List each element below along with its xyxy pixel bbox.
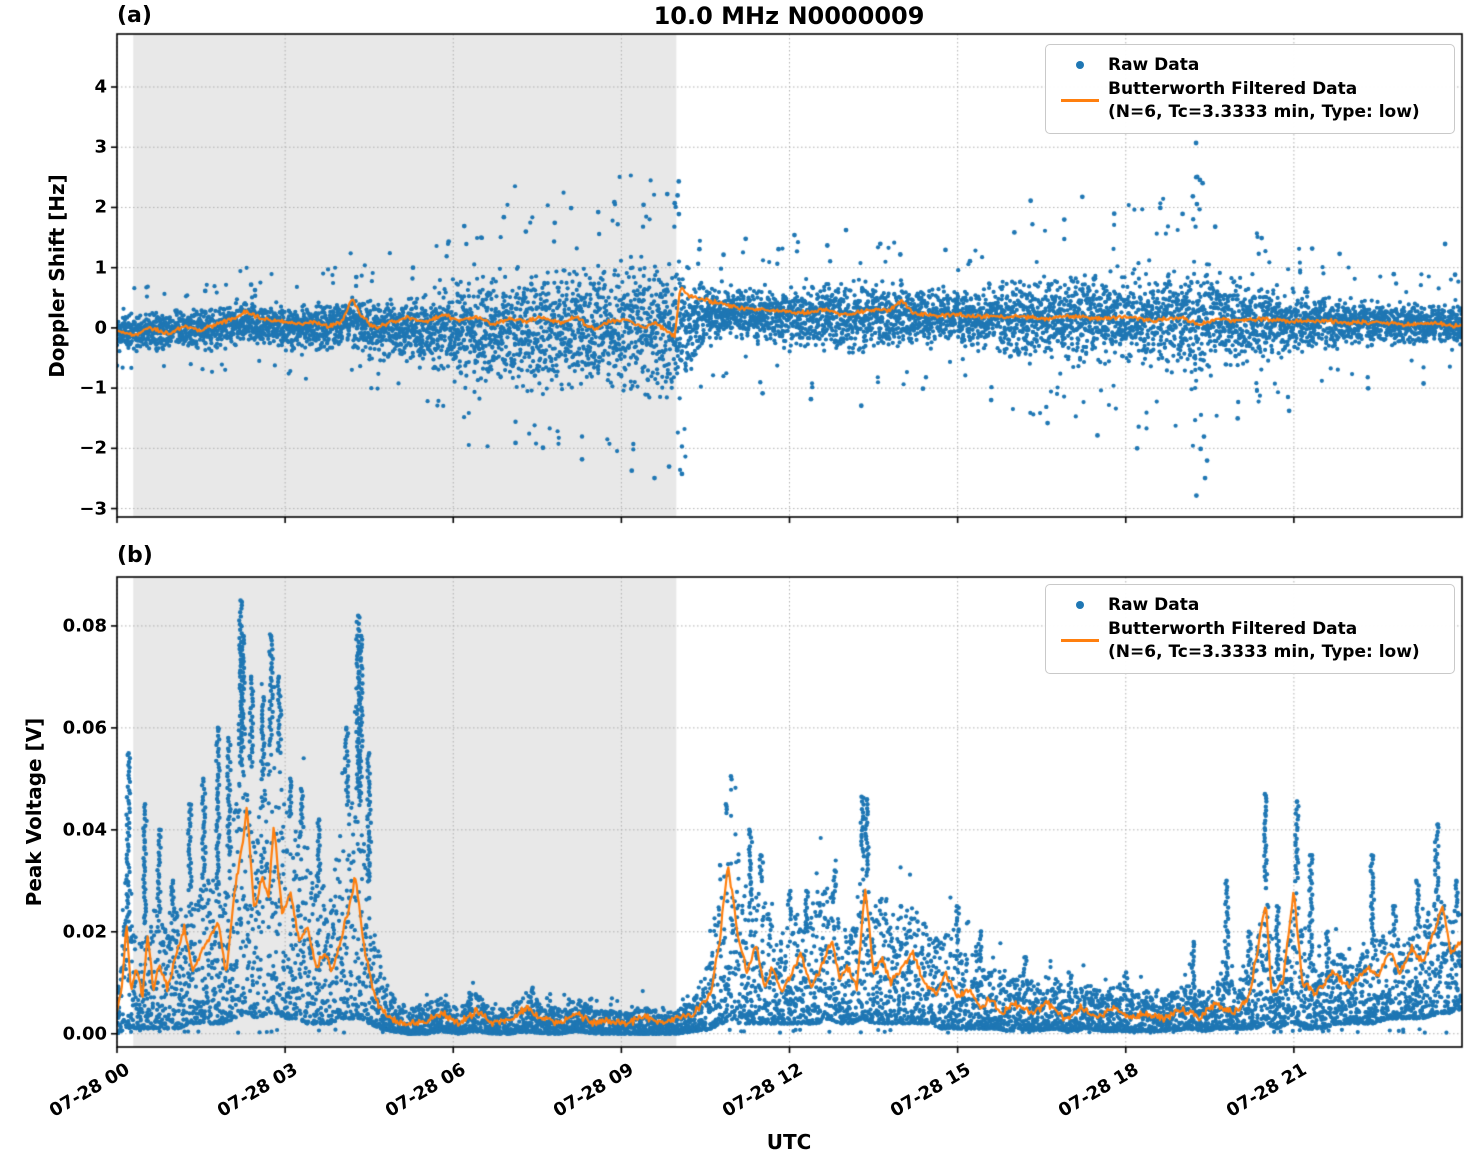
y-tick-label-a: 3 bbox=[94, 136, 107, 158]
legend-entry-filtered: Butterworth Filtered Data (N=6, Tc=3.333… bbox=[1052, 618, 1444, 664]
y-tick-label-b: 0.06 bbox=[62, 717, 107, 739]
y-tick-label-a: −3 bbox=[79, 498, 107, 520]
y-tick-label-b: 0.02 bbox=[62, 921, 107, 943]
legend-filtered-label-line2: (N=6, Tc=3.3333 min, Type: low) bbox=[1108, 101, 1420, 122]
legend-panel-a: Raw Data Butterworth Filtered Data (N=6,… bbox=[1045, 44, 1455, 134]
legend-filtered-label-line1: Butterworth Filtered Data bbox=[1108, 618, 1358, 639]
legend-raw-label: Raw Data bbox=[1108, 595, 1200, 615]
x-axis-label: UTC bbox=[766, 1130, 812, 1154]
raw-data-marker-icon bbox=[1076, 601, 1084, 610]
y-tick-label-b: 0.04 bbox=[62, 819, 107, 841]
y-tick-label-a: −2 bbox=[79, 437, 107, 459]
legend-entry-raw: Raw Data bbox=[1052, 54, 1444, 77]
legend-entry-raw: Raw Data bbox=[1052, 594, 1444, 617]
legend-panel-b: Raw Data Butterworth Filtered Data (N=6,… bbox=[1045, 584, 1455, 674]
y-tick-label-a: 2 bbox=[94, 196, 107, 218]
y-axis-label-a: Doppler Shift [Hz] bbox=[45, 174, 69, 378]
legend-raw-label: Raw Data bbox=[1108, 55, 1200, 75]
legend-filtered-label-line1: Butterworth Filtered Data bbox=[1108, 78, 1358, 99]
filtered-data-marker-icon bbox=[1061, 639, 1099, 643]
chart-title: 10.0 MHz N0000009 bbox=[653, 2, 925, 30]
y-tick-label-a: −1 bbox=[79, 377, 107, 399]
legend-entry-filtered: Butterworth Filtered Data (N=6, Tc=3.333… bbox=[1052, 78, 1444, 124]
legend-filtered-label-line2: (N=6, Tc=3.3333 min, Type: low) bbox=[1108, 641, 1420, 662]
y-tick-label-b: 0.08 bbox=[62, 615, 107, 637]
raw-data-marker-icon bbox=[1076, 61, 1084, 70]
panel-label-a: (a) bbox=[117, 3, 152, 28]
panel-label-b: (b) bbox=[117, 543, 153, 568]
y-tick-label-b: 0.00 bbox=[62, 1023, 107, 1045]
y-tick-label-a: 0 bbox=[94, 317, 107, 339]
y-axis-label-b: Peak Voltage [V] bbox=[22, 717, 46, 907]
y-tick-label-a: 1 bbox=[94, 257, 107, 279]
filtered-data-marker-icon bbox=[1061, 99, 1099, 103]
y-tick-label-a: 4 bbox=[94, 76, 107, 98]
